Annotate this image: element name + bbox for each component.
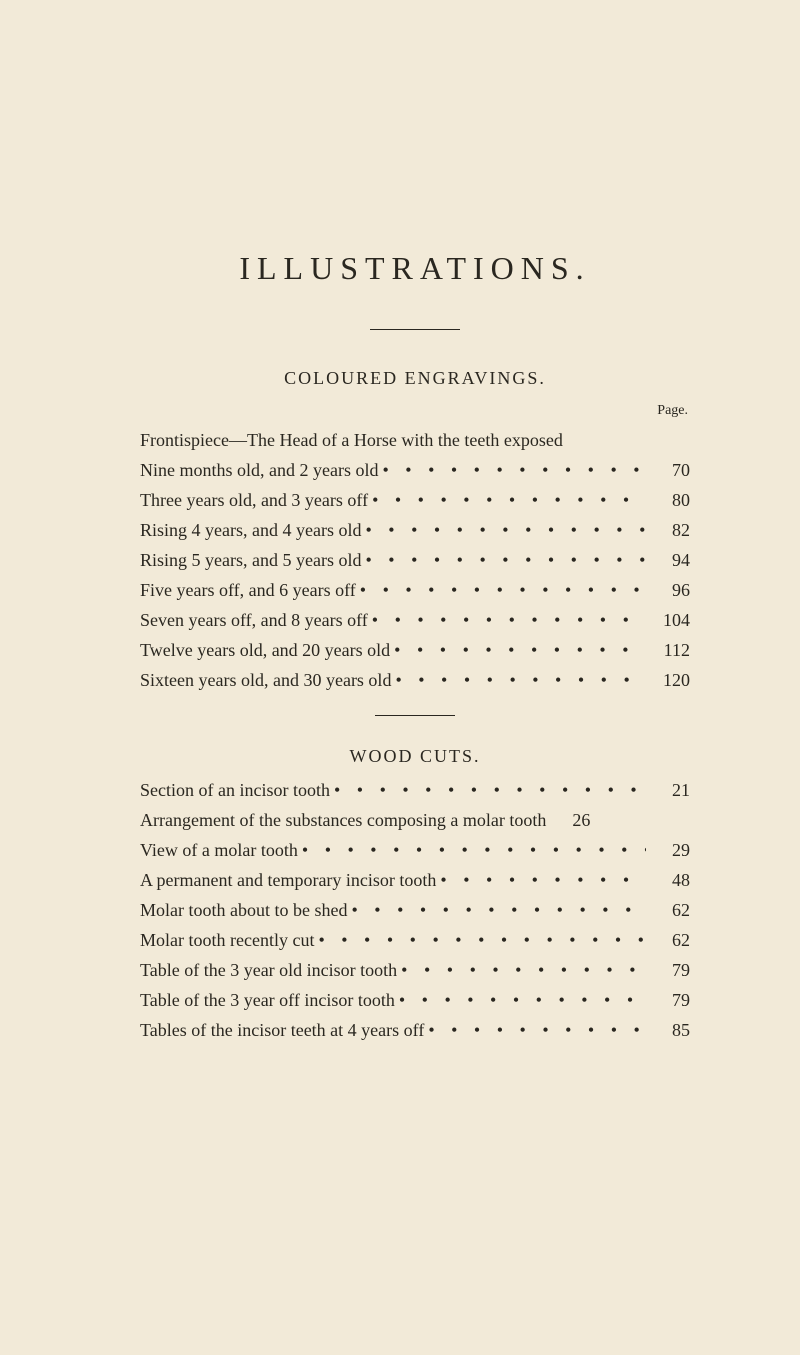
entry-label: Sixteen years old, and 30 years old xyxy=(140,671,391,689)
dot-leader: • • • • • • • • • • • • • • • • • • • • … xyxy=(391,671,646,689)
entry-label: Rising 5 years, and 5 years old xyxy=(140,551,361,569)
coloured-block: COLOURED ENGRAVINGS. Page. Frontispiece—… xyxy=(140,368,690,689)
entry-label: Section of an incisor tooth xyxy=(140,781,330,799)
entry-page: 62 xyxy=(646,901,690,919)
list-item: A permanent and temporary incisor tooth … xyxy=(140,871,690,889)
dot-leader: • • • • • • • • • • • • • • • • • • • • … xyxy=(361,551,646,569)
entry-page: 70 xyxy=(646,461,690,479)
entry-page: 85 xyxy=(646,1021,690,1039)
entry-label: Table of the 3 year off incisor tooth xyxy=(140,991,395,1009)
list-item: Three years old, and 3 years off • • • •… xyxy=(140,491,690,509)
entry-label: A permanent and temporary incisor tooth xyxy=(140,871,436,889)
list-item: Frontispiece—The Head of a Horse with th… xyxy=(140,431,690,449)
dot-leader: • • • • • • • • • • • • • • • • • • • • … xyxy=(361,521,646,539)
entry-label: Five years off, and 6 years off xyxy=(140,581,356,599)
dot-leader: • • • • • • • • • • • • • • • • • • • • … xyxy=(368,611,646,629)
coloured-heading: COLOURED ENGRAVINGS. xyxy=(140,368,690,389)
entry-label: Molar tooth recently cut xyxy=(140,931,314,949)
entry-label: View of a molar tooth xyxy=(140,841,298,859)
woodcuts-heading: WOOD CUTS. xyxy=(140,746,690,767)
dot-leader: • • • • • • • • • • • • • • • • • • • • … xyxy=(397,961,646,979)
entry-label: Twelve years old, and 20 years old xyxy=(140,641,390,659)
entry-page: 21 xyxy=(646,781,690,799)
list-item: Arrangement of the substances composing … xyxy=(140,811,690,829)
entry-label: Frontispiece—The Head of a Horse with th… xyxy=(140,431,563,449)
entry-label: Nine months old, and 2 years old xyxy=(140,461,378,479)
list-item: Rising 5 years, and 5 years old • • • • … xyxy=(140,551,690,569)
entry-page: 29 xyxy=(646,841,690,859)
divider xyxy=(375,715,455,716)
entry-label: Rising 4 years, and 4 years old xyxy=(140,521,361,539)
entry-label: Seven years off, and 8 years off xyxy=(140,611,368,629)
dot-leader: • • • • • • • • • • • • • • • • • • • • … xyxy=(395,991,646,1009)
list-item: Twelve years old, and 20 years old • • •… xyxy=(140,641,690,659)
entry-label: Arrangement of the substances composing … xyxy=(140,811,546,829)
entry-page: 82 xyxy=(646,521,690,539)
page: ILLUSTRATIONS. COLOURED ENGRAVINGS. Page… xyxy=(0,0,800,1355)
list-item: Tables of the incisor teeth at 4 years o… xyxy=(140,1021,690,1039)
entry-label: Molar tooth about to be shed xyxy=(140,901,347,919)
dot-leader: • • • • • • • • • • • • • • • • • • • • … xyxy=(368,491,646,509)
dot-leader: • • • • • • • • • • • • • • • • • • • • … xyxy=(314,931,646,949)
dot-leader: • • • • • • • • • • • • • • • • • • • • … xyxy=(298,841,646,859)
list-item: Seven years off, and 8 years off • • • •… xyxy=(140,611,690,629)
list-item: View of a molar tooth • • • • • • • • • … xyxy=(140,841,690,859)
page-title: ILLUSTRATIONS. xyxy=(140,250,690,287)
entry-page: 120 xyxy=(646,671,690,689)
list-item: Table of the 3 year old incisor tooth • … xyxy=(140,961,690,979)
entry-label: Table of the 3 year old incisor tooth xyxy=(140,961,397,979)
entry-page: 79 xyxy=(646,991,690,1009)
list-item: Section of an incisor tooth • • • • • • … xyxy=(140,781,690,799)
entry-label: Tables of the incisor teeth at 4 years o… xyxy=(140,1021,424,1039)
list-item: Sixteen years old, and 30 years old • • … xyxy=(140,671,690,689)
list-item: Molar tooth recently cut • • • • • • • •… xyxy=(140,931,690,949)
list-item: Molar tooth about to be shed • • • • • •… xyxy=(140,901,690,919)
list-item: Five years off, and 6 years off • • • • … xyxy=(140,581,690,599)
entry-page: 62 xyxy=(646,931,690,949)
entry-label: Three years old, and 3 years off xyxy=(140,491,368,509)
dot-leader: • • • • • • • • • • • • • • • • • • • • … xyxy=(356,581,646,599)
list-item: Rising 4 years, and 4 years old • • • • … xyxy=(140,521,690,539)
page-label: Page. xyxy=(140,403,690,419)
entry-page: 26 xyxy=(546,811,590,829)
entry-page: 112 xyxy=(646,641,690,659)
list-item: Table of the 3 year off incisor tooth • … xyxy=(140,991,690,1009)
list-item: Nine months old, and 2 years old • • • •… xyxy=(140,461,690,479)
entry-page: 48 xyxy=(646,871,690,889)
entry-page: 96 xyxy=(646,581,690,599)
divider xyxy=(370,329,460,330)
entry-page: 94 xyxy=(646,551,690,569)
entry-page: 80 xyxy=(646,491,690,509)
woodcuts-block: WOOD CUTS. Section of an incisor tooth •… xyxy=(140,746,690,1039)
entry-page: 104 xyxy=(646,611,690,629)
dot-leader: • • • • • • • • • • • • • • • • • • • • … xyxy=(436,871,646,889)
dot-leader: • • • • • • • • • • • • • • • • • • • • … xyxy=(378,461,646,479)
entry-page: 79 xyxy=(646,961,690,979)
dot-leader: • • • • • • • • • • • • • • • • • • • • … xyxy=(330,781,646,799)
dot-leader: • • • • • • • • • • • • • • • • • • • • … xyxy=(390,641,646,659)
dot-leader: • • • • • • • • • • • • • • • • • • • • … xyxy=(424,1021,646,1039)
dot-leader: • • • • • • • • • • • • • • • • • • • • … xyxy=(347,901,646,919)
